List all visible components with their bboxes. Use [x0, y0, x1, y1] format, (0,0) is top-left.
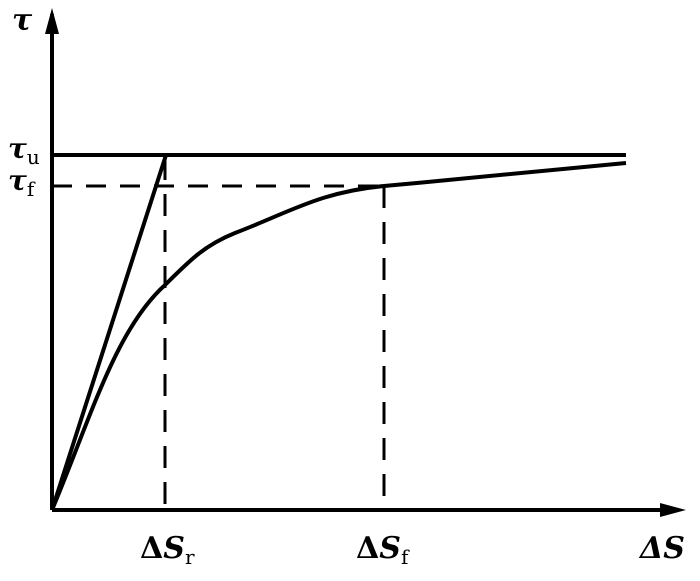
x-axis-label: ΔS	[638, 531, 685, 566]
tick-delta-sr: ΔSr	[140, 531, 195, 569]
y-axis-arrow-icon	[45, 8, 59, 34]
initial-stiffness-line	[50, 154, 168, 511]
tick-tau-u: τu	[8, 132, 40, 169]
x-axis-arrow-icon	[660, 503, 686, 517]
y-axis-label: τ	[12, 3, 33, 38]
tick-delta-sf: ΔSf	[356, 531, 410, 569]
shear-slip-curve	[50, 161, 627, 511]
tick-tau-f: τf	[8, 164, 36, 201]
